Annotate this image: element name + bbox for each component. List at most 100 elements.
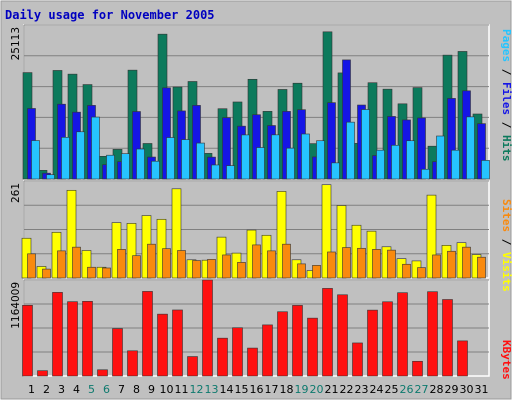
bar-sites xyxy=(177,250,186,279)
bar-pages xyxy=(196,142,205,180)
bar-visits xyxy=(336,205,347,279)
bar-pages xyxy=(376,149,385,180)
series-legend: KBytes xyxy=(500,340,512,380)
x-tick-label: 26 xyxy=(400,383,414,396)
bar-kbytes xyxy=(442,299,453,377)
x-tick-label: 10 xyxy=(160,383,174,396)
bar-kbytes xyxy=(337,294,348,377)
bar-kbytes xyxy=(427,291,438,377)
bar-kbytes xyxy=(172,309,183,377)
x-tick-label: 15 xyxy=(235,383,249,396)
bar-kbytes xyxy=(22,304,33,377)
bar-sites xyxy=(477,256,486,279)
y-max-label: 1164009 xyxy=(10,282,22,329)
bar-sites xyxy=(42,268,51,279)
bar-sites xyxy=(432,254,441,279)
bar-sites xyxy=(102,267,111,279)
bar-pages xyxy=(421,168,430,180)
bar-sites xyxy=(237,262,246,279)
bar-kbytes xyxy=(97,369,108,377)
bar-sites xyxy=(207,259,216,279)
bar-sites xyxy=(342,247,351,279)
bar-pages xyxy=(76,131,85,180)
x-tick-label: 31 xyxy=(475,383,489,396)
bar-kbytes xyxy=(322,288,333,377)
bar-kbytes xyxy=(157,313,168,377)
bar-pages xyxy=(331,162,340,180)
legend-label: Visits xyxy=(500,252,512,292)
legend-label: Hits xyxy=(500,135,512,162)
bar-kbytes xyxy=(277,311,288,377)
x-tick-label: 2 xyxy=(43,383,50,396)
legend-label: Files xyxy=(500,82,512,115)
bar-pages xyxy=(106,154,115,180)
bar-pages xyxy=(316,140,325,180)
bar-pages xyxy=(451,149,460,180)
chart-title: Daily usage for November 2005 xyxy=(5,8,215,22)
y-max-label: 25113 xyxy=(10,27,22,60)
bar-pages xyxy=(481,160,490,180)
bar-pages xyxy=(181,139,190,180)
bar-pages xyxy=(136,148,145,180)
x-tick-label: 19 xyxy=(295,383,309,396)
legend-label: KBytes xyxy=(500,340,512,380)
bar-sites xyxy=(27,253,36,279)
legend-separator: / xyxy=(500,232,512,252)
x-tick-label: 9 xyxy=(148,383,155,396)
bar-visits xyxy=(426,194,437,279)
bar-visits xyxy=(81,250,92,279)
x-tick-label: 5 xyxy=(88,383,95,396)
bar-kbytes xyxy=(112,328,123,377)
bar-kbytes xyxy=(457,340,468,377)
bar-sites xyxy=(57,250,66,279)
bar-pages xyxy=(361,109,370,180)
bar-visits xyxy=(321,184,332,279)
bar-pages xyxy=(151,160,160,180)
bar-kbytes xyxy=(307,317,318,377)
x-tick-label: 28 xyxy=(430,383,444,396)
bar-sites xyxy=(162,248,171,279)
x-tick-label: 16 xyxy=(250,383,264,396)
bar-sites xyxy=(132,255,141,279)
bar-kbytes xyxy=(202,279,213,377)
x-tick-label: 14 xyxy=(220,383,234,396)
x-tick-label: 1 xyxy=(28,383,35,396)
bar-kbytes xyxy=(52,292,63,377)
bar-kbytes xyxy=(232,327,243,377)
x-tick-label: 12 xyxy=(190,383,204,396)
bar-kbytes xyxy=(412,360,423,377)
bar-visits xyxy=(276,191,287,279)
bar-sites xyxy=(357,247,366,279)
legend-label: Pages xyxy=(500,29,512,62)
bar-sites xyxy=(297,263,306,279)
bar-sites xyxy=(327,251,336,279)
bar-kbytes xyxy=(397,292,408,377)
bar-sites xyxy=(387,249,396,279)
bar-kbytes xyxy=(247,347,258,377)
bar-pages xyxy=(91,116,100,180)
bar-sites xyxy=(372,249,381,279)
bar-pages xyxy=(31,140,40,180)
series-legend: Pages / Files / Hits xyxy=(500,29,512,162)
bar-pages xyxy=(211,164,220,180)
bar-kbytes xyxy=(367,309,378,377)
bar-pages xyxy=(271,134,280,180)
legend-separator: / xyxy=(500,62,512,82)
bar-pages xyxy=(436,135,445,180)
bar-kbytes xyxy=(67,301,78,377)
bar-sites xyxy=(447,250,456,279)
bar-sites xyxy=(147,243,156,279)
bar-pages xyxy=(61,137,70,180)
x-tick-label: 11 xyxy=(175,383,189,396)
bar-sites xyxy=(252,244,261,279)
x-tick-label: 18 xyxy=(280,383,294,396)
bar-sites xyxy=(72,246,81,279)
bar-kbytes xyxy=(82,301,93,377)
bar-visits xyxy=(171,188,182,279)
bar-pages xyxy=(301,133,310,180)
bar-kbytes xyxy=(37,370,48,377)
bar-sites xyxy=(87,266,96,279)
bar-kbytes xyxy=(217,337,228,377)
bar-sites xyxy=(312,265,321,279)
